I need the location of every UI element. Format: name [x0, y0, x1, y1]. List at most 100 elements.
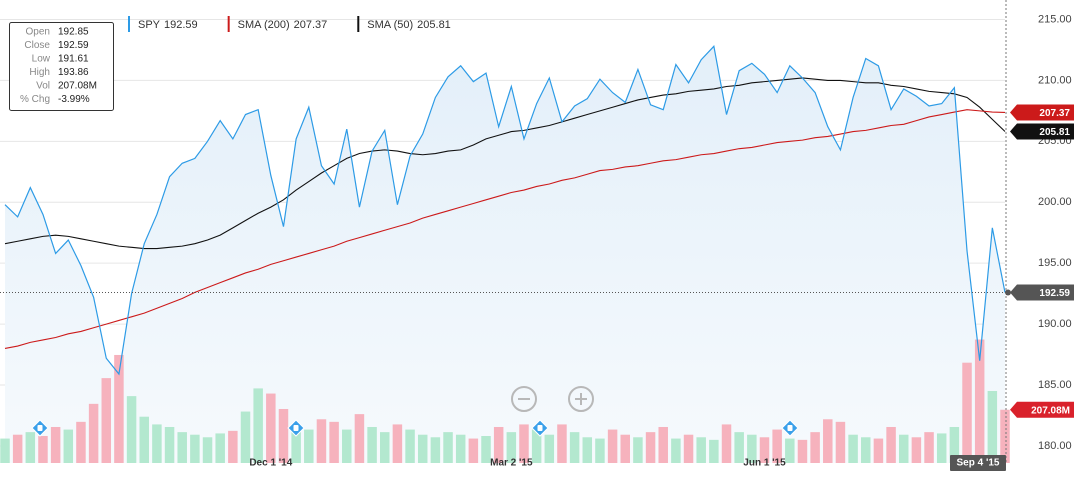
- info-label: Open: [26, 27, 50, 38]
- zoom-out[interactable]: [511, 386, 537, 412]
- price-tag: 192.59: [1039, 288, 1070, 299]
- volume-bar: [506, 432, 517, 463]
- zoom-circle: [511, 386, 537, 412]
- volume-bar: [797, 439, 808, 463]
- volume-bar: [987, 390, 998, 463]
- volume-bar: [240, 411, 251, 463]
- volume-bar: [898, 434, 909, 463]
- volume-bar: [683, 434, 694, 463]
- zoom-controls[interactable]: [511, 386, 594, 412]
- y-tick-label: 180.00: [1038, 440, 1072, 452]
- info-value: 192.59: [58, 40, 89, 51]
- volume-bar: [177, 432, 187, 463]
- volume-bar: [835, 421, 846, 463]
- y-tick-label: 195.00: [1038, 257, 1072, 269]
- volume-bar: [38, 435, 48, 463]
- volume-bar: [962, 362, 972, 463]
- y-tick-label: 210.00: [1038, 74, 1072, 86]
- volume-bar: [772, 429, 782, 463]
- volume-bar: [12, 434, 23, 463]
- volume-bar: [304, 429, 314, 463]
- volume-tag: 207.08M: [1031, 405, 1070, 416]
- volume-bar: [380, 432, 390, 463]
- info-value: 192.85: [58, 27, 89, 38]
- volume-bar: [101, 378, 112, 463]
- volume-bar: [417, 434, 428, 463]
- legend-name: SMA (200): [238, 19, 290, 31]
- volume-bar: [316, 419, 327, 463]
- volume-bar: [114, 354, 124, 463]
- price-area: [5, 46, 1005, 464]
- volume-bar: [329, 421, 339, 463]
- volume-bar: [823, 419, 833, 463]
- volume-bar: [873, 438, 884, 463]
- info-label: % Chg: [20, 94, 50, 105]
- legend-value: 207.37: [294, 19, 328, 31]
- legend-swatch: [227, 16, 230, 32]
- price-tag-bg: [1010, 284, 1074, 301]
- volume-bar: [266, 393, 276, 463]
- volume-bar: [531, 429, 542, 463]
- volume-bar: [139, 416, 149, 463]
- volume-tag-bg: [1010, 401, 1074, 418]
- volume-bar: [595, 438, 605, 463]
- volume-bar: [342, 429, 352, 463]
- info-label: High: [29, 67, 50, 78]
- last-price-dot: [1005, 289, 1011, 296]
- volume-bar: [493, 426, 504, 463]
- volume-bar: [557, 424, 567, 463]
- y-tick-label: 190.00: [1038, 318, 1072, 330]
- legend-name: SPY: [138, 19, 161, 31]
- volume-bar: [861, 437, 871, 463]
- volume-bar: [582, 437, 593, 463]
- volume-bar: [1000, 409, 1010, 463]
- volume-bar: [215, 433, 225, 463]
- info-value: 193.86: [58, 67, 89, 78]
- x-tick-label: Jun 1 '15: [743, 458, 786, 469]
- volume-bar: [848, 434, 858, 463]
- volume-bar: [734, 432, 744, 463]
- volume-bar: [924, 432, 934, 463]
- volume-bar: [443, 432, 453, 463]
- volume-bar: [405, 429, 415, 463]
- volume-bar: [190, 434, 200, 463]
- volume-bar: [468, 438, 479, 463]
- volume-bar: [911, 437, 922, 463]
- legend-value: 192.59: [164, 19, 198, 31]
- legend-swatch: [128, 16, 130, 32]
- volume-bar: [949, 426, 960, 463]
- info-label: Low: [32, 54, 51, 65]
- series-line: [4, 77, 1006, 250]
- info-value: -3.99%: [58, 94, 90, 105]
- volume-bar: [291, 424, 301, 463]
- volume-bar: [785, 438, 795, 463]
- sma50-tag: 205.81: [1039, 127, 1070, 138]
- volume-bar: [164, 426, 175, 463]
- volume-bar: [633, 437, 643, 463]
- x-label-highlight: [950, 455, 1006, 471]
- x-tick-label: Sep 4 '15: [957, 458, 1000, 469]
- volume-bar: [455, 434, 466, 463]
- sma50-tag-bg: [1010, 123, 1074, 140]
- volume-bar: [76, 421, 86, 463]
- zoom-circle: [568, 386, 594, 412]
- volume-bar: [709, 439, 719, 463]
- zoom-in[interactable]: [568, 386, 594, 412]
- volume-bar: [392, 424, 403, 463]
- volume-bar: [430, 437, 441, 463]
- legend-value: 205.81: [417, 19, 451, 31]
- volume-bar: [152, 424, 162, 463]
- volume-bar: [658, 426, 668, 463]
- legend-name: SMA (50): [367, 19, 413, 31]
- volume-bar: [0, 438, 10, 463]
- event-marker-inner: [537, 425, 543, 431]
- x-tick-label: Dec 1 '14: [249, 458, 292, 469]
- volume-bar: [747, 434, 757, 463]
- volume-bar: [481, 435, 491, 463]
- volume-bar: [620, 434, 630, 463]
- volume-bar: [202, 437, 213, 463]
- volume-bar: [228, 430, 238, 463]
- volume-bar: [696, 437, 706, 463]
- volume-bar: [936, 433, 947, 463]
